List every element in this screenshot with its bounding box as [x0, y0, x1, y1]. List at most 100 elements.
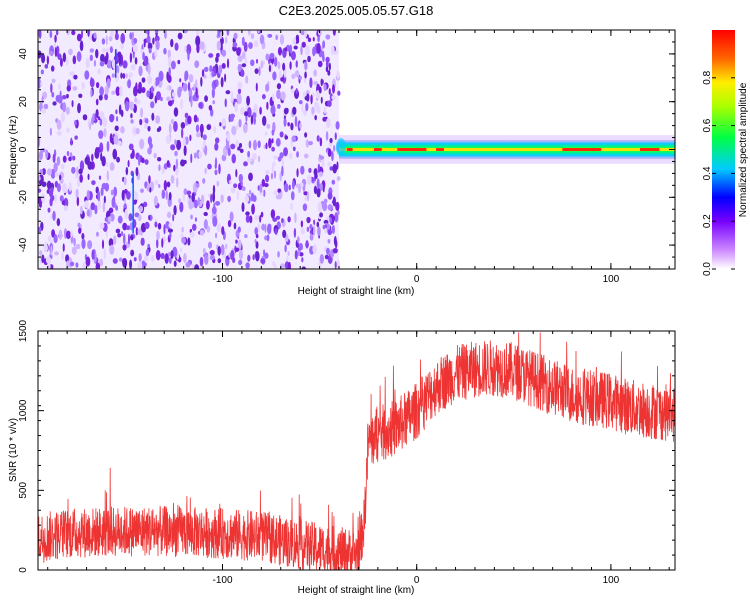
- heatmap-cell: [252, 112, 257, 119]
- y-tick-label: 40: [18, 48, 29, 60]
- heatmap-cell: [47, 207, 51, 213]
- heatmap-cell: [251, 203, 255, 215]
- heatmap-cell: [101, 155, 106, 167]
- x-tick-label: 0: [414, 575, 420, 586]
- heatmap-cell: [172, 91, 176, 97]
- heatmap-cell: [289, 44, 293, 54]
- heatmap-cell: [144, 30, 148, 34]
- heatmap-cell: [279, 34, 285, 45]
- heatmap-cell: [266, 101, 269, 110]
- heatmap-cell: [296, 151, 299, 158]
- heatmap-cell: [265, 53, 270, 61]
- heatmap-cell: [118, 257, 123, 262]
- heatmap-cell: [312, 46, 316, 57]
- y-tick-label: 20: [18, 96, 29, 108]
- heatmap-cell: [240, 106, 245, 116]
- heatmap-cell: [264, 131, 268, 136]
- heatmap-cell: [49, 30, 53, 39]
- heatmap-cell: [98, 175, 102, 180]
- heatmap-cell: [180, 98, 183, 110]
- heatmap-cell: [128, 73, 132, 79]
- heatmap-cell: [158, 164, 161, 172]
- heatmap-cell: [308, 140, 313, 146]
- heatmap-cell: [187, 237, 191, 246]
- heatmap-cell: [103, 195, 106, 204]
- heatmap-cell: [86, 189, 90, 201]
- heatmap-cell: [62, 243, 65, 252]
- heatmap-cell: [209, 65, 213, 73]
- heatmap-cell: [266, 223, 272, 235]
- signal-band-peak: [562, 148, 602, 151]
- heatmap-cell: [293, 227, 297, 238]
- heatmap-cell: [220, 77, 224, 88]
- heatmap-cell: [75, 243, 81, 250]
- heatmap-cell: [104, 85, 109, 95]
- heatmap-cell: [301, 41, 306, 48]
- heatmap-cell: [214, 142, 219, 151]
- heatmap-cell: [161, 166, 166, 175]
- heatmap-cell: [49, 197, 53, 207]
- heatmap-cell: [218, 163, 221, 175]
- heatmap-cell: [154, 221, 158, 228]
- heatmap-cell: [41, 254, 45, 264]
- heatmap-noise-background: [38, 30, 340, 269]
- heatmap-cell: [132, 44, 138, 53]
- heatmap-cell: [50, 83, 53, 94]
- heatmap-cell: [238, 259, 243, 266]
- heatmap-cell: [174, 42, 179, 51]
- heatmap-cell: [236, 190, 239, 201]
- heatmap-cell: [327, 229, 333, 236]
- heatmap-cell: [312, 91, 315, 99]
- heatmap-cell: [122, 60, 128, 69]
- heatmap-cell: [286, 107, 289, 114]
- heatmap-cell: [160, 96, 163, 102]
- heatmap-cell: [313, 69, 317, 77]
- heatmap-cell: [199, 41, 205, 51]
- heatmap-cell: [113, 134, 119, 145]
- heatmap-cell: [291, 73, 296, 80]
- heatmap-cell: [321, 159, 325, 169]
- y-tick-label: 500: [18, 482, 29, 499]
- heatmap-cell: [328, 88, 331, 95]
- heatmap-cell: [337, 209, 340, 216]
- heatmap-cell: [193, 199, 198, 209]
- heatmap-cell: [245, 75, 249, 84]
- heatmap-cell: [240, 180, 243, 187]
- heatmap-cell: [195, 183, 200, 188]
- heatmap-cell: [138, 155, 141, 166]
- heatmap-cell: [291, 135, 296, 143]
- heatmap-cell: [317, 60, 323, 68]
- heatmap-cell: [109, 113, 115, 123]
- colorbar-tick-label: 0.2: [702, 214, 713, 228]
- heatmap-cell: [167, 100, 173, 107]
- heatmap-cell: [204, 168, 207, 175]
- heatmap-cell: [236, 93, 240, 99]
- heatmap-cell: [125, 167, 129, 176]
- heatmap-cell: [147, 243, 151, 248]
- heatmap-cell: [129, 101, 135, 111]
- heatmap-cell: [309, 77, 313, 89]
- heatmap-cell: [130, 234, 134, 241]
- heatmap-cell: [121, 189, 125, 201]
- heatmap-cell: [276, 89, 281, 100]
- heatmap-cell: [80, 205, 83, 215]
- heatmap-cell: [120, 43, 124, 50]
- heatmap-cell: [56, 156, 61, 166]
- heatmap-cell: [306, 93, 310, 102]
- heatmap-cell: [82, 114, 88, 121]
- heatmap-cell: [207, 163, 212, 170]
- heatmap-cell: [170, 175, 175, 184]
- heatmap-cell: [261, 94, 266, 100]
- heatmap-cell: [52, 101, 57, 106]
- heatmap-cell: [301, 266, 307, 269]
- heatmap-cell: [202, 177, 206, 184]
- heatmap-cell: [115, 228, 121, 234]
- heatmap-cell: [327, 70, 331, 76]
- heatmap-cell: [276, 215, 281, 220]
- heatmap-cell: [236, 47, 241, 56]
- heatmap-cell: [177, 59, 181, 65]
- heatmap-cell: [259, 34, 265, 45]
- heatmap-cell: [197, 196, 200, 206]
- heatmap-cell: [294, 249, 298, 260]
- heatmap-cell: [168, 228, 173, 233]
